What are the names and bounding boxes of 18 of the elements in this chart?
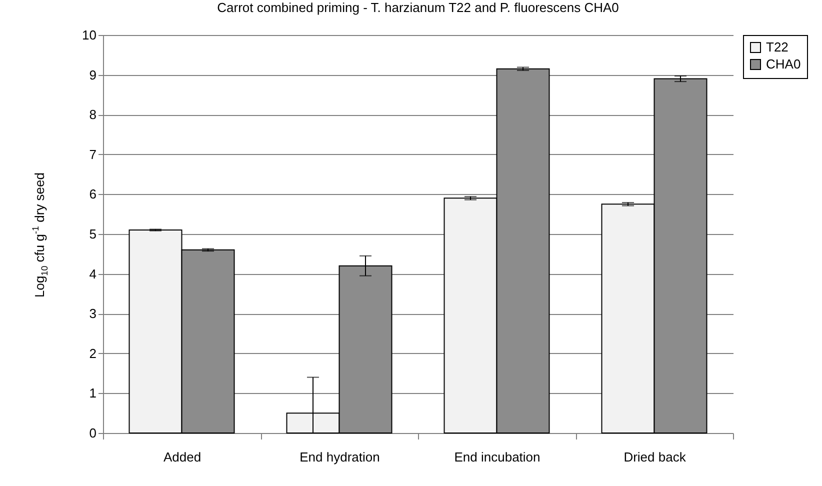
y-tick-label: 5 — [89, 226, 96, 242]
y-tick-label: 0 — [89, 426, 96, 440]
y-tick-label: 2 — [89, 346, 96, 361]
x-tick-label: Added — [163, 450, 202, 464]
legend-label: T22 — [766, 40, 788, 54]
x-tick-label: Dried back — [624, 450, 686, 464]
y-tick-label: 4 — [89, 266, 96, 282]
y-tick-label: 7 — [89, 146, 96, 162]
y-tick-label: 6 — [89, 186, 96, 202]
y-tick-label: 1 — [89, 386, 96, 401]
y-tick-label: 9 — [89, 67, 96, 82]
y-tick-label: 10 — [82, 28, 96, 42]
y-tick-label: 8 — [89, 107, 96, 122]
x-tick-label: End hydration — [300, 450, 380, 464]
x-tick-label: End incubation — [454, 450, 540, 464]
chart-title: Carrot combined priming - T. harzianum T22 and P. fluorescens CHA0 — [217, 0, 619, 15]
legend-label: CHA0 — [766, 56, 801, 72]
y-tick-label: 3 — [89, 306, 96, 322]
